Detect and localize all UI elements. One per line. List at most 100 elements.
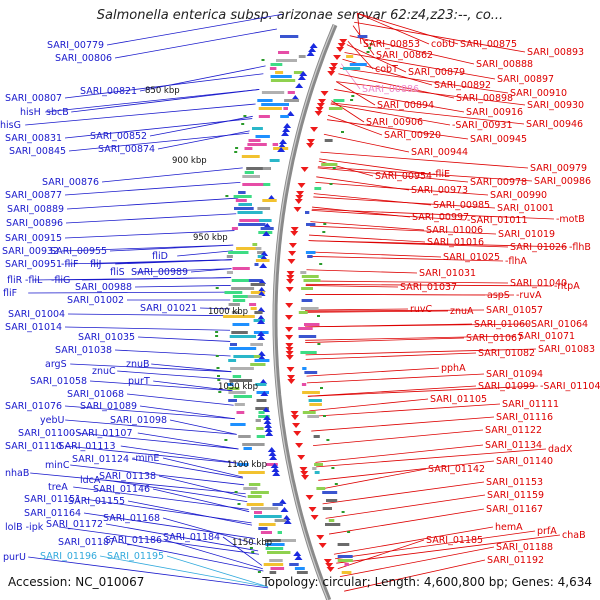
gene-label[interactable]: SARI_01060	[474, 319, 531, 330]
gene-label[interactable]: SARI_00916	[466, 107, 523, 118]
gene-label[interactable]: SARI_00874	[98, 144, 155, 155]
gene-label[interactable]: SARI_01002	[67, 295, 124, 306]
gene-label[interactable]: SARI_01164	[24, 508, 81, 519]
gene-label[interactable]: yebU	[40, 415, 64, 426]
gene-label[interactable]: SARI_01124	[72, 454, 129, 465]
gene-label[interactable]: SARI_00979	[530, 163, 587, 174]
gene-label[interactable]: SARI_01185	[426, 535, 483, 546]
gene-label[interactable]: hisH	[20, 107, 41, 118]
gene-label[interactable]: SARI_00892	[434, 80, 491, 91]
gene-label[interactable]: SARI_00951	[5, 259, 62, 270]
gene-label[interactable]: SARI_01111	[502, 399, 559, 410]
gene-label[interactable]: SARI_01184	[163, 532, 220, 543]
gene-label[interactable]: SARI_01186	[105, 535, 162, 546]
gene-label[interactable]: SARI_01094	[486, 369, 543, 380]
gene-label[interactable]: lolB -ipk	[5, 522, 44, 533]
gene-label[interactable]: SARI_00877	[5, 190, 62, 201]
gene-label[interactable]: cobU	[431, 39, 455, 50]
gene-label[interactable]: -fliL	[25, 275, 43, 286]
gene-label[interactable]: SARI_01016	[427, 237, 484, 248]
gene-label[interactable]: SARI_01195	[107, 551, 164, 562]
gene-label[interactable]: ruvC	[410, 304, 433, 315]
gene-label[interactable]: hemA	[495, 522, 523, 533]
gene-label[interactable]: znuA	[450, 306, 474, 317]
gene-label[interactable]: SARI_00886	[362, 84, 419, 95]
gene-label[interactable]: -SARI_01011	[467, 215, 528, 226]
gene-label[interactable]: SARI_00945	[470, 134, 527, 145]
gene-label[interactable]: SARI_01098	[110, 415, 167, 426]
gene-label[interactable]: SARI_00990	[490, 190, 547, 201]
gene-label[interactable]: SARI_01196	[40, 551, 97, 562]
gene-label[interactable]: -SARI_01104	[540, 381, 600, 392]
gene-label[interactable]: SARI_00806	[55, 53, 112, 64]
gene-label[interactable]: SARI_00831	[5, 133, 62, 144]
gene-label[interactable]: SARI_01099	[478, 381, 535, 392]
gene-label[interactable]: fliF	[3, 288, 17, 299]
gene-label[interactable]: SARI_00973	[411, 185, 468, 196]
gene-label[interactable]: SARI_00978	[470, 177, 527, 188]
gene-label[interactable]: SARI_01025	[443, 252, 500, 263]
gene-label[interactable]: fliS	[110, 267, 125, 278]
gene-label[interactable]: -SARI_01107	[72, 428, 133, 439]
gene-label[interactable]: -fliE	[432, 169, 450, 180]
gene-label[interactable]: SARI_00862	[376, 50, 433, 61]
gene-label[interactable]: SARI_00997	[412, 212, 469, 223]
gene-label[interactable]: SARI_01040	[510, 278, 567, 289]
gene-label[interactable]: -minE	[132, 453, 159, 464]
gene-label[interactable]: -fliF	[61, 259, 79, 270]
gene-label[interactable]: SARI_00845	[9, 146, 66, 157]
gene-label[interactable]: SARI_00807	[5, 93, 62, 104]
gene-label[interactable]: dadX	[548, 444, 573, 455]
gene-label[interactable]: SARI_00946	[526, 119, 583, 130]
gene-label[interactable]: purT	[128, 376, 150, 387]
gene-label[interactable]: pphA	[441, 363, 466, 374]
gene-label[interactable]: fliJ	[90, 259, 101, 270]
gene-label[interactable]: SARI_00853	[363, 39, 420, 50]
gene-label[interactable]: SARI_01014	[5, 322, 62, 333]
gene-label[interactable]: SARI_01037	[400, 282, 457, 293]
gene-label[interactable]: SARI_01153	[486, 477, 543, 488]
gene-label[interactable]: ldcA	[80, 475, 101, 486]
gene-label[interactable]: SARI_01167	[486, 504, 543, 515]
gene-label[interactable]: SARI_01076	[5, 401, 62, 412]
gene-label[interactable]: -SARI_01113	[55, 441, 116, 452]
gene-label[interactable]: SARI_00897	[497, 74, 554, 85]
gene-label[interactable]: SARI_00915	[5, 233, 62, 244]
gene-label[interactable]: SARI_00906	[366, 117, 423, 128]
gene-label[interactable]: nhaB	[5, 468, 29, 479]
gene-label[interactable]: SARI_00910	[510, 88, 567, 99]
gene-label[interactable]: SARI_01083	[538, 344, 595, 355]
gene-label[interactable]: fliD	[152, 251, 168, 262]
gene-label[interactable]: SARI_01100	[18, 428, 75, 439]
gene-label[interactable]: znuC	[92, 366, 116, 377]
gene-label[interactable]: SARI_01140	[496, 456, 553, 467]
gene-label[interactable]: SARI_01146	[93, 484, 150, 495]
gene-label[interactable]: SARI_01006	[426, 225, 483, 236]
gene-label[interactable]: SARI_00989	[131, 267, 188, 278]
gene-label[interactable]: SARI_00920	[384, 130, 441, 141]
gene-label[interactable]: SARI_00893	[527, 47, 584, 58]
gene-label[interactable]: SARI_01019	[498, 229, 555, 240]
gene-label[interactable]: -fliG	[51, 275, 70, 286]
gene-label[interactable]: SARI_01187	[58, 537, 115, 548]
gene-label[interactable]: SARI_01026	[510, 242, 567, 253]
gene-label[interactable]: chaB	[562, 530, 586, 541]
gene-label[interactable]: SARI_01110	[5, 441, 62, 452]
gene-label[interactable]: SARI_01064	[531, 319, 588, 330]
gene-label[interactable]: SARI_01134	[485, 440, 542, 451]
gene-label[interactable]: SARI_00898	[456, 93, 513, 104]
gene-label[interactable]: SARI_01031	[419, 268, 476, 279]
gene-label[interactable]: SARI_00896	[6, 218, 63, 229]
gene-label[interactable]: SARI_01038	[55, 345, 112, 356]
gene-label[interactable]: SARI_01082	[478, 348, 535, 359]
gene-label[interactable]: SARI_01188	[496, 542, 553, 553]
gene-label[interactable]: SARI_00821	[80, 86, 137, 97]
gene-label[interactable]: SARI_01155	[68, 496, 125, 507]
gene-label[interactable]: SARI_00875	[460, 39, 517, 50]
gene-label[interactable]: SARI_01138	[99, 471, 156, 482]
gene-label[interactable]: SARI_01089	[80, 401, 137, 412]
gene-label[interactable]: SARI_00876	[42, 177, 99, 188]
gene-label[interactable]: SARI_01021	[140, 303, 197, 314]
gene-label[interactable]: SARI_01168	[103, 513, 160, 524]
gene-label[interactable]: SARI_01116	[496, 412, 553, 423]
